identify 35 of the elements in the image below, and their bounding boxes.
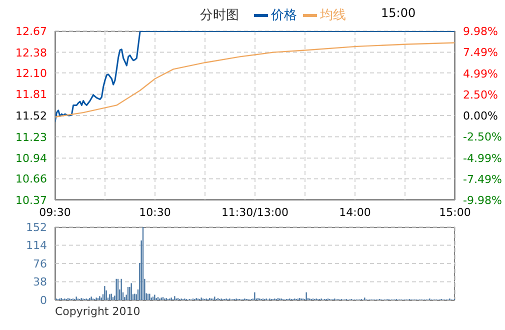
y-tick-label: 12.10 bbox=[16, 66, 47, 80]
y-tick-label: 11.81 bbox=[16, 88, 47, 102]
y2-tick-label: 4.99% bbox=[463, 67, 498, 80]
x-tick-label: 14:00 bbox=[339, 206, 371, 219]
x-tick-label: 10:30 bbox=[139, 206, 171, 219]
y-tick-label: 152 bbox=[26, 220, 47, 234]
y-tick-label: 12.38 bbox=[16, 46, 47, 60]
y2-tick-label: 0.00% bbox=[463, 110, 498, 122]
y2-tick-label: 7.49% bbox=[463, 46, 498, 60]
y2-tick-label: 2.50% bbox=[463, 88, 498, 102]
y2-tick-label: -2.50% bbox=[463, 130, 502, 144]
y-tick-label: 11.52 bbox=[16, 110, 47, 122]
y-tick-label: 12.67 bbox=[16, 25, 47, 38]
y2-tick-label: -4.99% bbox=[463, 152, 502, 165]
x-tick-label: 11:30/13:00 bbox=[221, 206, 289, 219]
line-series bbox=[55, 42, 455, 118]
y2-tick-label: -9.98% bbox=[463, 194, 502, 207]
y2-tick-label: -7.49% bbox=[463, 172, 502, 186]
y-tick-label: 11.23 bbox=[16, 130, 47, 144]
x-tick-label: 15:00 bbox=[439, 206, 471, 219]
y-tick-label: 0 bbox=[40, 294, 47, 307]
y-tick-label: 38 bbox=[33, 276, 47, 289]
legend-label: 均线 bbox=[319, 7, 346, 24]
legend-label: 价格 bbox=[270, 7, 297, 24]
text: 15:00 bbox=[381, 6, 416, 20]
y2-tick-label: 9.98% bbox=[463, 25, 498, 38]
x-tick-label: 09:30 bbox=[39, 206, 71, 219]
line-series bbox=[55, 31, 455, 123]
text: Copyright 2010 bbox=[55, 305, 140, 318]
y-tick-label: 10.94 bbox=[16, 152, 47, 166]
y-tick-label: 76 bbox=[33, 257, 47, 270]
chart-title: 分时图 bbox=[200, 7, 239, 24]
y-tick-label: 114 bbox=[26, 239, 47, 252]
y-tick-label: 10.37 bbox=[16, 194, 47, 207]
y-tick-label: 10.66 bbox=[16, 172, 47, 186]
